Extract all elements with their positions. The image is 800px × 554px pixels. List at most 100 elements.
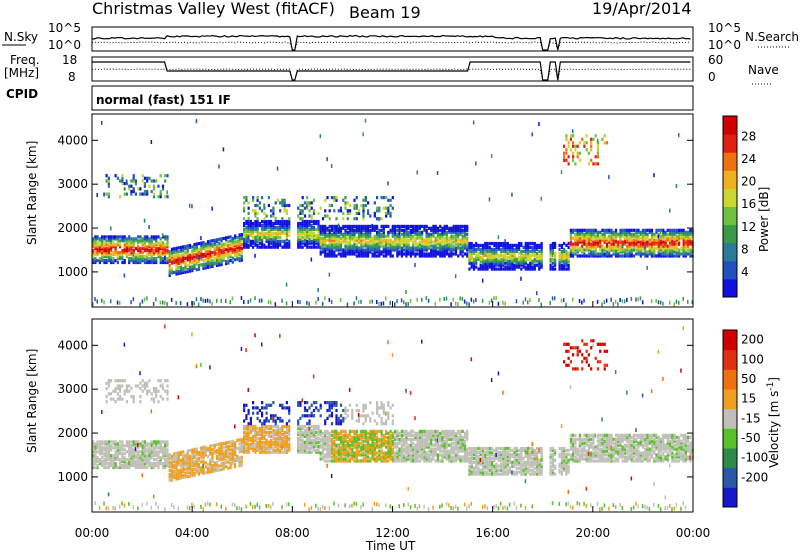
- data-cell: [587, 230, 590, 234]
- data-cell: [310, 217, 313, 221]
- data-cell: [116, 241, 119, 245]
- data-cell: [623, 238, 627, 242]
- data-cell: [472, 257, 476, 261]
- data-cell: [143, 243, 146, 247]
- data-cell: [225, 445, 228, 449]
- data-cell: [112, 442, 115, 446]
- data-cell: [477, 247, 480, 251]
- data-cell: [116, 465, 119, 470]
- data-cell: [326, 157, 328, 162]
- data-cell: [141, 460, 144, 464]
- data-cell: [439, 242, 442, 246]
- data-cell: [186, 467, 189, 471]
- data-cell: [197, 253, 201, 257]
- data-cell: [382, 226, 385, 230]
- data-cell: [481, 243, 485, 247]
- data-cell: [191, 464, 194, 468]
- data-cell: [531, 259, 534, 263]
- data-cell: [101, 460, 104, 464]
- data-cell: [306, 432, 309, 436]
- data-cell: [319, 453, 322, 457]
- data-cell: [175, 465, 178, 469]
- data-cell: [328, 209, 331, 213]
- data-cell: [310, 442, 313, 446]
- data-cell: [222, 457, 225, 461]
- data-cell: [310, 428, 313, 433]
- data-cell: [92, 243, 95, 247]
- data-cell: [188, 255, 192, 259]
- data-cell: [572, 244, 575, 248]
- data-cell: [317, 221, 320, 226]
- data-cell: [297, 448, 300, 452]
- data-cell: [344, 250, 347, 254]
- data-cell: [621, 244, 624, 249]
- data-cell: [457, 246, 460, 250]
- data-cell: [671, 246, 674, 250]
- data-cell: [578, 246, 581, 250]
- data-cell: [168, 468, 171, 473]
- data-cell: [441, 252, 444, 256]
- data-cell: [385, 224, 388, 228]
- data-cell: [281, 450, 284, 454]
- data-cell: [333, 242, 336, 246]
- data-cell: [238, 241, 241, 245]
- data-cell: [116, 237, 119, 241]
- data-cell: [671, 254, 674, 258]
- data-cell: [315, 219, 318, 224]
- data-cell: [531, 247, 534, 251]
- data-cell: [644, 236, 647, 240]
- data-cell: [107, 392, 110, 396]
- data-cell: [303, 448, 307, 452]
- data-cell: [186, 270, 189, 274]
- data-cell: [554, 243, 557, 247]
- data-cell: [247, 436, 250, 440]
- data-cell: [326, 228, 329, 232]
- data-cell: [243, 196, 246, 200]
- data-cell: [152, 454, 156, 458]
- data-cell: [450, 234, 453, 238]
- data-cell: [592, 242, 595, 246]
- data-cell: [675, 254, 678, 258]
- data-cell: [157, 400, 160, 404]
- data-cell: [96, 241, 99, 245]
- data-cell: [247, 444, 250, 448]
- data-cell: [218, 464, 221, 468]
- data-cell: [479, 255, 482, 259]
- data-cell: [524, 261, 527, 265]
- data-cell: [563, 247, 566, 251]
- data-cell: [599, 252, 602, 256]
- data-cell: [283, 442, 286, 446]
- data-cell: [522, 257, 525, 261]
- data-cell: [680, 234, 683, 238]
- data-cell: [675, 230, 678, 234]
- data-cell: [254, 296, 256, 301]
- data-cell: [459, 224, 462, 228]
- data-cell: [258, 426, 261, 431]
- data-cell: [585, 134, 588, 138]
- data-cell: [378, 240, 381, 244]
- data-cell: [675, 234, 678, 238]
- data-cell: [299, 300, 301, 305]
- data-cell: [504, 243, 507, 247]
- data-cell: [409, 230, 412, 234]
- data-cell: [590, 144, 593, 148]
- data-cell: [335, 234, 338, 238]
- data-cell: [175, 473, 178, 477]
- data-cell: [558, 251, 561, 255]
- data-cell: [511, 243, 514, 247]
- data-cell: [353, 248, 356, 252]
- data-cell: [400, 252, 403, 256]
- data-cell: [382, 238, 385, 242]
- data-cell: [423, 224, 426, 228]
- data-cell: [267, 229, 270, 233]
- data-cell: [161, 452, 165, 456]
- data-cell: [650, 238, 654, 242]
- data-cell: [567, 257, 570, 261]
- data-cell: [306, 426, 309, 431]
- data-cell: [209, 446, 212, 450]
- data-cell: [238, 239, 241, 243]
- data-cell: [261, 428, 264, 433]
- data-cell: [457, 228, 460, 232]
- data-cell: [148, 442, 151, 446]
